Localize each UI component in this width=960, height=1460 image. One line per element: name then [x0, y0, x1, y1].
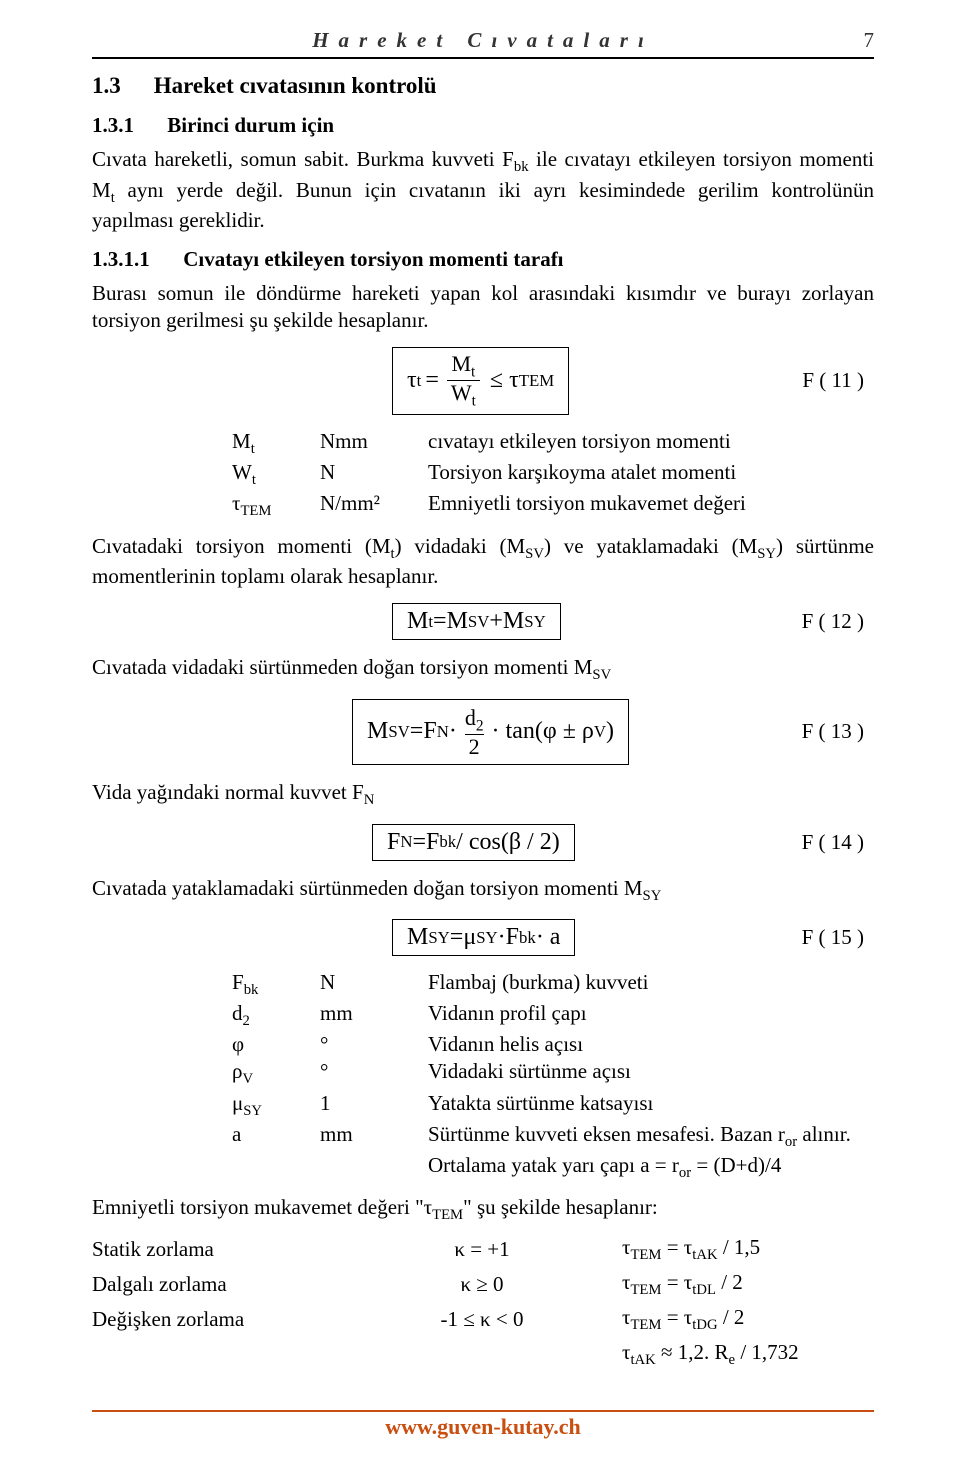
heading-number: 1.3.1.1	[92, 247, 178, 272]
header-page-number: 7	[834, 28, 874, 53]
header-divider	[92, 57, 874, 59]
heading-number: 1.3	[92, 73, 148, 99]
load-cases-block: Statik zorlama κ = +1 τTEM = τtAK / 1,5 …	[92, 1235, 874, 1370]
footer-url: www.guven-kutay.ch	[92, 1414, 874, 1440]
equation-11-row: τt = Mt Wt ≤ τTEM F ( 11 )	[92, 347, 874, 415]
equation-13-box: MSV = FN · d2 2 · tan(φ ± ρV)	[352, 699, 629, 765]
heading-1-3-1-1: 1.3.1.1 Cıvatayı etkileyen torsiyon mome…	[92, 247, 874, 272]
page-header: Hareket Cıvataları 7	[92, 28, 874, 53]
equation-11-box: τt = Mt Wt ≤ τTEM	[392, 347, 569, 415]
paragraph-7: Emniyetli torsiyon mukavemet değeri "τTE…	[92, 1194, 874, 1225]
header-title: Hareket Cıvataları	[132, 28, 834, 53]
equation-11-label: F ( 11 )	[802, 368, 874, 393]
heading-1-3: 1.3 Hareket cıvatasının kontrolü	[92, 73, 874, 99]
equation-15-label: F ( 15 )	[802, 925, 874, 950]
paragraph-3: Cıvatadaki torsiyon momenti (Mt) vidadak…	[92, 533, 874, 590]
equation-13-label: F ( 13 )	[802, 719, 874, 744]
equation-13-row: MSV = FN · d2 2 · tan(φ ± ρV) F ( 13 )	[92, 699, 874, 765]
definitions-table-2: FbkNFlambaj (burkma) kuvveti d2mmVidanın…	[232, 970, 869, 1184]
page-container: Hareket Cıvataları 7 1.3 Hareket cıvatas…	[0, 0, 960, 1460]
load-case-row: τtAK ≈ 1,2. Re / 1,732	[92, 1340, 874, 1369]
footer-divider	[92, 1410, 874, 1412]
paragraph-6: Cıvatada yataklamadaki sürtünmeden doğan…	[92, 875, 874, 906]
equation-14-box: FN = Fbk / cos(β / 2)	[372, 824, 575, 861]
equation-12-box: Mt = MSV + MSY	[392, 603, 561, 640]
paragraph-intro: Cıvata hareketli, somun sabit. Burkma ku…	[92, 146, 874, 233]
paragraph-4: Cıvatada vidadaki sürtünmeden doğan tors…	[92, 654, 874, 685]
equation-14-row: FN = Fbk / cos(β / 2) F ( 14 )	[92, 824, 874, 861]
load-case-row: Statik zorlama κ = +1 τTEM = τtAK / 1,5	[92, 1235, 874, 1264]
definitions-table-1: MtNmmcıvatayı etkileyen torsiyon momenti…	[232, 429, 764, 523]
heading-text: Hareket cıvatasının kontrolü	[154, 73, 437, 98]
heading-text: Birinci durum için	[167, 113, 334, 137]
heading-text: Cıvatayı etkileyen torsiyon momenti tara…	[183, 247, 563, 271]
equation-15-row: MSY = μSY · Fbk · a F ( 15 )	[92, 919, 874, 956]
equation-14-label: F ( 14 )	[802, 830, 874, 855]
paragraph-2: Burası somun ile döndürme hareketi yapan…	[92, 280, 874, 333]
equation-12-row: Mt = MSV + MSY F ( 12 )	[92, 603, 874, 640]
equation-12-label: F ( 12 )	[802, 609, 874, 634]
paragraph-5: Vida yağındaki normal kuvvet FN	[92, 779, 874, 810]
heading-1-3-1: 1.3.1 Birinci durum için	[92, 113, 874, 138]
load-case-row: Değişken zorlama -1 ≤ κ < 0 τTEM = τtDG …	[92, 1305, 874, 1334]
heading-number: 1.3.1	[92, 113, 162, 138]
equation-15-box: MSY = μSY · Fbk · a	[392, 919, 575, 956]
load-case-row: Dalgalı zorlama κ ≥ 0 τTEM = τtDL / 2	[92, 1270, 874, 1299]
